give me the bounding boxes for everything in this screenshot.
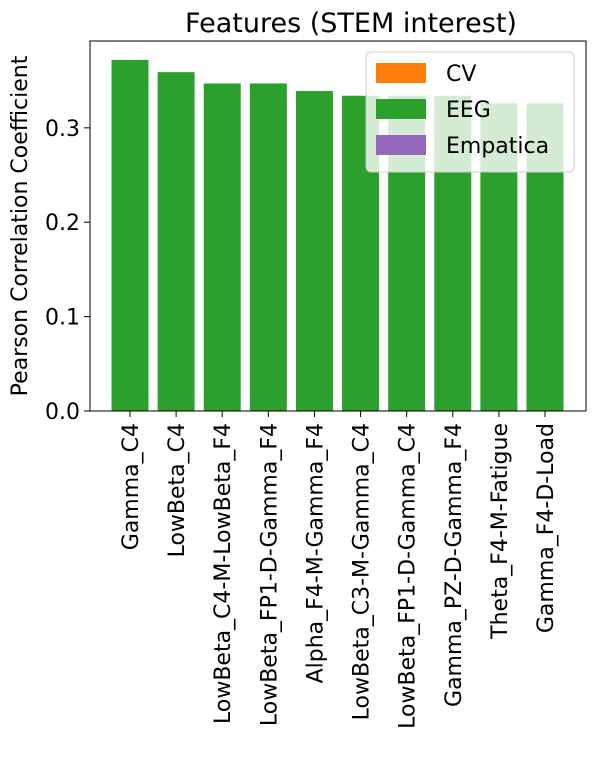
- x-tick-label-1: LowBeta_C4: [165, 423, 190, 557]
- y-tick-label-0: 0.0: [45, 400, 80, 425]
- x-tick-label-3: LowBeta_FP1-D-Gamma_F4: [257, 423, 282, 726]
- y-tick-label-2: 0.2: [45, 211, 80, 236]
- x-tick-label-8: Theta_F4-M-Fatigue: [488, 423, 513, 640]
- legend-swatch-1: [376, 99, 426, 119]
- legend-label-0: CV: [446, 62, 476, 87]
- chart-title: Features (STEM interest): [185, 8, 517, 39]
- y-axis-ticks: 0.0 0.1 0.2 0.3: [45, 117, 90, 425]
- bar-1: [157, 72, 195, 412]
- bars-group: [111, 59, 564, 412]
- legend-swatch-2: [376, 135, 426, 155]
- y-tick-label-3: 0.3: [45, 117, 80, 142]
- x-tick-label-9: Gamma_F4-D-Load: [534, 423, 559, 633]
- bar-0: [111, 59, 149, 411]
- legend-label-1: EEG: [446, 98, 491, 123]
- x-axis-ticks: Gamma_C4 LowBeta_C4 LowBeta_C4-M-LowBeta_F…: [119, 411, 559, 729]
- x-tick-label-2: LowBeta_C4-M-LowBeta_F4: [211, 423, 236, 724]
- x-tick-label-5: LowBeta_C3-M-Gamma_C4: [350, 423, 375, 720]
- y-axis-label: Pearson Correlation Coefficient: [8, 55, 33, 396]
- x-tick-label-0: Gamma_C4: [119, 423, 144, 550]
- x-tick-label-4: Alpha_F4-M-Gamma_F4: [303, 423, 328, 683]
- legend-swatch-0: [376, 63, 426, 83]
- legend-label-2: Empatica: [446, 134, 549, 159]
- y-tick-label-1: 0.1: [45, 306, 80, 331]
- bar-3: [249, 83, 287, 411]
- x-tick-label-7: Gamma_PZ-D-Gamma_F4: [442, 423, 467, 707]
- x-tick-label-6: LowBeta_FP1-D-Gamma_C4: [396, 423, 421, 729]
- plot-frame: [89, 40, 587, 412]
- legend: CV EEG Empatica: [365, 51, 575, 173]
- bar-2: [203, 83, 241, 411]
- bar-4: [295, 91, 333, 411]
